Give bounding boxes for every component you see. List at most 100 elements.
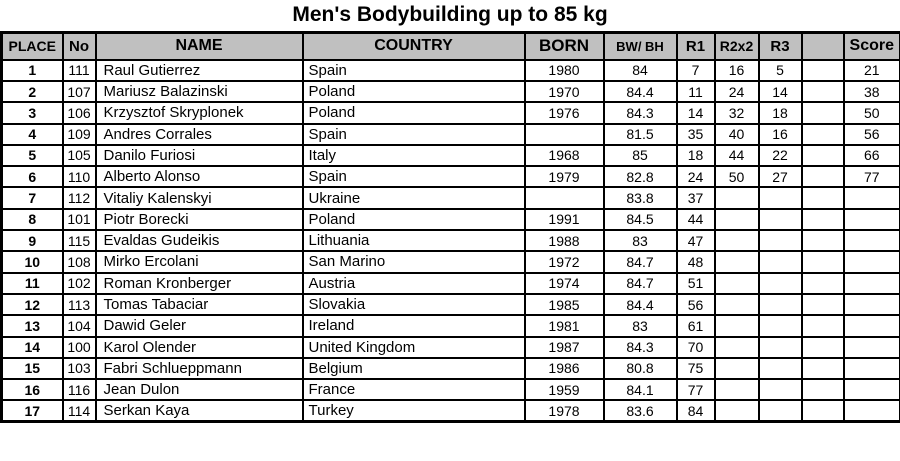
column-header-bw-bh: BW/ BH bbox=[602, 31, 678, 61]
cell-born: 1988 bbox=[523, 229, 605, 253]
cell-r1: 84 bbox=[675, 399, 716, 423]
cell-country: Poland bbox=[301, 207, 526, 232]
cell-bw_bh: 84.7 bbox=[602, 271, 678, 295]
cell-born: 1991 bbox=[523, 207, 605, 232]
cell-no: 107 bbox=[61, 79, 97, 104]
cell-bw_bh: 85 bbox=[602, 143, 678, 168]
cell-country: Poland bbox=[301, 79, 526, 104]
cell-score bbox=[842, 271, 900, 295]
cell-score: 38 bbox=[842, 79, 900, 104]
results-page: Men's Bodybuilding up to 85 kg PLACE No … bbox=[0, 3, 900, 424]
column-header-blank bbox=[800, 31, 845, 61]
cell-name: Mariusz Balazinski bbox=[94, 79, 304, 104]
cell-blank bbox=[800, 314, 845, 338]
cell-place: 13 bbox=[0, 314, 64, 338]
table-row: 14 100 Karol Olender United Kingdom 1987 84.3… bbox=[0, 335, 900, 359]
cell-score bbox=[842, 292, 900, 317]
cell-born: 1979 bbox=[523, 165, 605, 189]
cell-name: Danilo Furiosi bbox=[94, 143, 304, 168]
cell-r2x2: 44 bbox=[713, 143, 760, 168]
column-header-no: No bbox=[61, 31, 97, 61]
page-title: Men's Bodybuilding up to 85 kg bbox=[292, 3, 608, 26]
cell-score bbox=[842, 399, 900, 423]
cell-name: Tomas Tabaciar bbox=[94, 292, 304, 317]
cell-score: 66 bbox=[842, 143, 900, 168]
cell-blank bbox=[800, 207, 845, 232]
cell-r3: 14 bbox=[757, 79, 803, 104]
cell-country: Slovakia bbox=[301, 292, 526, 317]
cell-country: Belgium bbox=[301, 356, 526, 381]
cell-r3 bbox=[757, 292, 803, 317]
table-row: 7 112 Vitaliy Kalenskyi Ukraine 83.8 37 bbox=[0, 186, 900, 210]
cell-bw_bh: 84.5 bbox=[602, 207, 678, 232]
cell-score bbox=[842, 314, 900, 338]
cell-name: Serkan Kaya bbox=[94, 399, 304, 423]
table-body: 1 111 Raul Gutierrez Spain 1980 84 7 16 5 21 2 107 M… bbox=[0, 58, 900, 423]
cell-country: San Marino bbox=[301, 250, 526, 274]
header-row: PLACE No NAME COUNTRY BORN BW/ BH R1 R2x… bbox=[0, 31, 900, 61]
cell-r3 bbox=[757, 186, 803, 210]
cell-r1: 70 bbox=[675, 335, 716, 359]
cell-born: 1978 bbox=[523, 399, 605, 423]
cell-born: 1981 bbox=[523, 314, 605, 338]
cell-blank bbox=[800, 292, 845, 317]
cell-name: Evaldas Gudeikis bbox=[94, 229, 304, 253]
cell-r2x2 bbox=[713, 271, 760, 295]
cell-place: 7 bbox=[0, 186, 64, 210]
cell-bw_bh: 84.4 bbox=[602, 79, 678, 104]
cell-born: 1986 bbox=[523, 356, 605, 381]
cell-r1: 37 bbox=[675, 186, 716, 210]
cell-r3 bbox=[757, 229, 803, 253]
column-header-name: NAME bbox=[94, 31, 304, 61]
cell-r2x2 bbox=[713, 378, 760, 402]
cell-r1: 75 bbox=[675, 356, 716, 381]
cell-r1: 35 bbox=[675, 122, 716, 146]
cell-blank bbox=[800, 165, 845, 189]
column-header-r3: R3 bbox=[757, 31, 803, 61]
cell-bw_bh: 83 bbox=[602, 314, 678, 338]
cell-place: 17 bbox=[0, 399, 64, 423]
cell-r2x2 bbox=[713, 207, 760, 232]
cell-name: Jean Dulon bbox=[94, 378, 304, 402]
cell-no: 106 bbox=[61, 101, 97, 125]
cell-no: 115 bbox=[61, 229, 97, 253]
cell-r2x2 bbox=[713, 399, 760, 423]
table-row: 2 107 Mariusz Balazinski Poland 1970 84.4 11 24… bbox=[0, 79, 900, 104]
cell-bw_bh: 84 bbox=[602, 58, 678, 82]
cell-blank bbox=[800, 101, 845, 125]
cell-no: 111 bbox=[61, 58, 97, 82]
cell-country: Ireland bbox=[301, 314, 526, 338]
cell-r1: 14 bbox=[675, 101, 716, 125]
cell-r3 bbox=[757, 207, 803, 232]
cell-blank bbox=[800, 58, 845, 82]
cell-r1: 77 bbox=[675, 378, 716, 402]
cell-blank bbox=[800, 186, 845, 210]
cell-place: 8 bbox=[0, 207, 64, 232]
cell-r1: 51 bbox=[675, 271, 716, 295]
cell-bw_bh: 84.7 bbox=[602, 250, 678, 274]
cell-blank bbox=[800, 79, 845, 104]
cell-r3 bbox=[757, 271, 803, 295]
cell-country: France bbox=[301, 378, 526, 402]
table-row: 9 115 Evaldas Gudeikis Lithuania 1988 83 47 bbox=[0, 229, 900, 253]
cell-place: 15 bbox=[0, 356, 64, 381]
cell-score bbox=[842, 207, 900, 232]
cell-no: 104 bbox=[61, 314, 97, 338]
cell-r2x2 bbox=[713, 186, 760, 210]
column-header-score: Score bbox=[842, 31, 900, 61]
cell-score: 50 bbox=[842, 101, 900, 125]
column-header-place: PLACE bbox=[0, 31, 64, 61]
cell-country: Austria bbox=[301, 271, 526, 295]
cell-born: 1976 bbox=[523, 101, 605, 125]
cell-name: Mirko Ercolani bbox=[94, 250, 304, 274]
cell-r3 bbox=[757, 335, 803, 359]
cell-bw_bh: 84.4 bbox=[602, 292, 678, 317]
cell-r1: 56 bbox=[675, 292, 716, 317]
cell-place: 6 bbox=[0, 165, 64, 189]
cell-born bbox=[523, 122, 605, 146]
cell-no: 100 bbox=[61, 335, 97, 359]
cell-country: Spain bbox=[301, 58, 526, 82]
cell-score bbox=[842, 229, 900, 253]
cell-r3: 18 bbox=[757, 101, 803, 125]
cell-name: Piotr Borecki bbox=[94, 207, 304, 232]
